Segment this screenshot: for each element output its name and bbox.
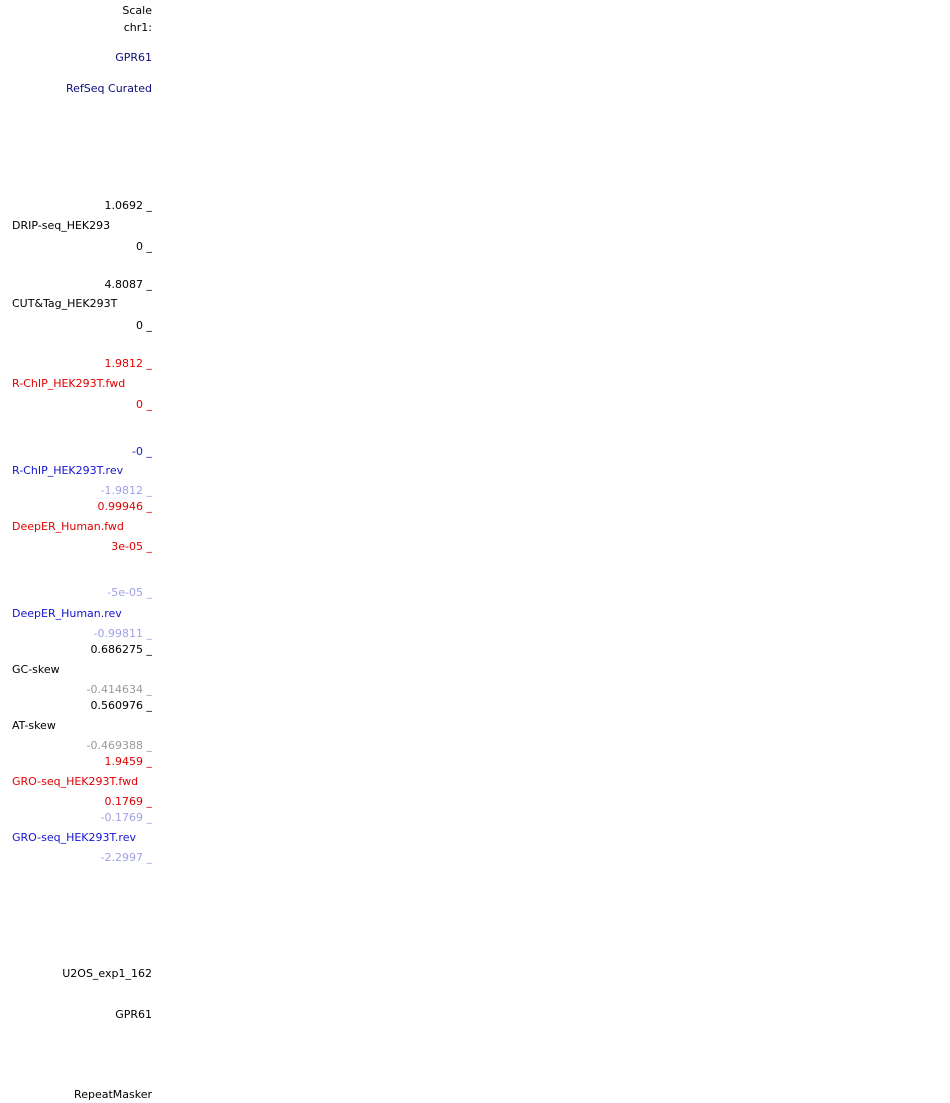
- track-min-label: -0.414634 _: [86, 683, 152, 696]
- position-label: chr1:: [123, 21, 152, 34]
- refseq-curated-track-label[interactable]: RefSeq Curated: [66, 82, 152, 95]
- track-label-at-skew[interactable]: AT-skew: [12, 719, 56, 732]
- repeatmasker-track-label[interactable]: RepeatMasker: [74, 1088, 152, 1101]
- track-max-label: -5e-05 _: [107, 586, 152, 599]
- track-label-r-chip-hek293t-rev[interactable]: R-ChIP_HEK293T.rev: [12, 464, 124, 477]
- track-min-label: 0 _: [136, 240, 152, 253]
- track-max-label: 1.0692 _: [104, 199, 153, 212]
- track-max-label: -0 _: [132, 445, 152, 458]
- track-max-label: 1.9459 _: [104, 755, 153, 768]
- track-min-label: 0.1769 _: [104, 795, 153, 808]
- track-label-gro-seq-hek293t-rev[interactable]: GRO-seq_HEK293T.rev: [12, 831, 136, 844]
- track-label-deeper-human-fwd[interactable]: DeepER_Human.fwd: [12, 520, 124, 533]
- track-min-label: 0 _: [136, 319, 152, 332]
- track-max-label: 1.9812 _: [104, 357, 153, 370]
- track-min-label: 0 _: [136, 398, 152, 411]
- track-label-r-chip-hek293t-fwd[interactable]: R-ChIP_HEK293T.fwd: [12, 377, 126, 390]
- track-label-gro-seq-hek293t-fwd[interactable]: GRO-seq_HEK293T.fwd: [12, 775, 139, 788]
- track-min-label: -2.2997 _: [100, 851, 152, 864]
- track-min-label: 3e-05 _: [111, 540, 152, 553]
- track-max-label: 0.560976 _: [90, 699, 152, 712]
- u2os-track-label[interactable]: U2OS_exp1_162: [62, 967, 152, 980]
- track-label-deeper-human-rev[interactable]: DeepER_Human.rev: [12, 607, 122, 620]
- scale-label: Scale: [122, 4, 152, 17]
- track-max-label: 4.8087 _: [104, 278, 153, 291]
- track-max-label: 0.99946 _: [97, 500, 152, 513]
- track-max-label: 0.686275 _: [90, 643, 152, 656]
- track-label-cut-and-tag-hek293t[interactable]: CUT&Tag_HEK293T: [12, 297, 118, 310]
- gpr61-gene-label[interactable]: GPR61: [115, 1008, 152, 1021]
- track-label-drip-seq-hek293[interactable]: DRIP-seq_HEK293: [12, 219, 111, 232]
- track-max-label: -0.1769 _: [100, 811, 152, 824]
- track-label-gc-skew[interactable]: GC-skew: [12, 663, 60, 676]
- refseq-gene-label[interactable]: GPR61: [115, 51, 152, 64]
- track-min-label: -0.99811 _: [93, 627, 152, 640]
- track-min-label: -0.469388 _: [86, 739, 152, 752]
- track-min-label: -1.9812 _: [100, 484, 152, 497]
